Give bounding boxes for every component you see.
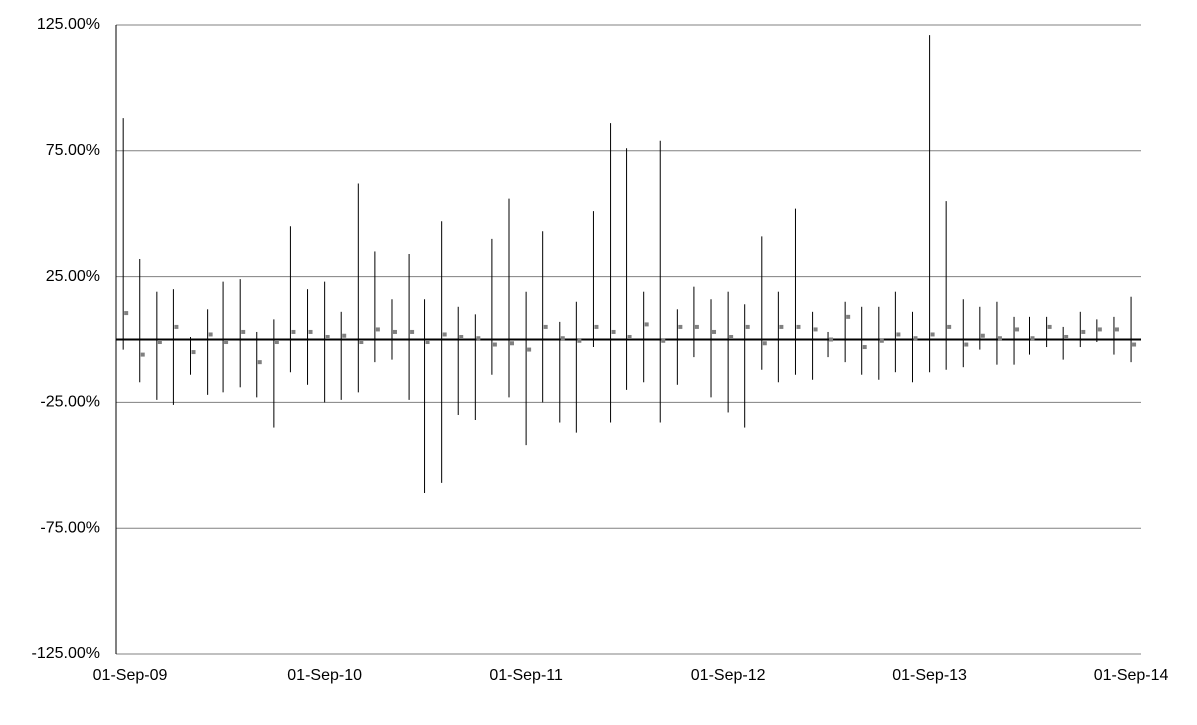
mean-marker [678, 324, 683, 329]
mean-marker [644, 322, 649, 327]
mean-marker [1114, 327, 1119, 332]
mean-marker [862, 345, 867, 350]
mean-marker [359, 340, 364, 345]
mean-marker [913, 336, 918, 341]
mean-marker [846, 314, 851, 319]
mean-marker [745, 324, 750, 329]
mean-marker [930, 332, 935, 337]
mean-marker [997, 336, 1002, 341]
mean-marker [140, 352, 145, 357]
mean-marker [1015, 327, 1020, 332]
mean-marker [661, 338, 666, 343]
mean-marker [274, 340, 279, 345]
mean-marker [241, 329, 246, 334]
mean-marker [980, 333, 985, 338]
mean-marker [611, 329, 616, 334]
mean-marker [191, 350, 196, 355]
x-tick-label: 01-Sep-14 [1094, 667, 1169, 684]
mean-marker [124, 311, 129, 316]
x-tick-label: 01-Sep-09 [93, 667, 168, 684]
mean-marker [779, 324, 784, 329]
mean-marker [459, 334, 464, 339]
mean-marker [829, 337, 834, 342]
mean-marker [964, 342, 969, 347]
mean-marker [1081, 329, 1086, 334]
mean-marker [257, 360, 262, 365]
y-tick-label: 75.00% [46, 142, 100, 159]
mean-marker [762, 341, 767, 346]
mean-marker [1132, 342, 1137, 347]
mean-marker [492, 342, 497, 347]
mean-marker [712, 329, 717, 334]
mean-marker [308, 329, 313, 334]
mean-marker [392, 329, 397, 334]
mean-marker [560, 336, 565, 341]
mean-marker [208, 332, 213, 337]
mean-marker [594, 324, 599, 329]
mean-marker [174, 324, 179, 329]
y-tick-label: 125.00% [37, 16, 100, 33]
x-tick-label: 01-Sep-13 [892, 667, 967, 684]
mean-marker [627, 334, 632, 339]
y-tick-label: -25.00% [40, 394, 100, 411]
mean-marker [813, 327, 818, 332]
mean-marker [291, 329, 296, 334]
mean-marker [577, 338, 582, 343]
mean-marker [796, 324, 801, 329]
mean-marker [1064, 334, 1069, 339]
mean-marker [1047, 324, 1052, 329]
mean-marker [410, 329, 415, 334]
mean-marker [543, 324, 548, 329]
mean-marker [476, 336, 481, 341]
mean-marker [224, 340, 229, 345]
mean-marker [527, 347, 532, 352]
y-tick-label: -75.00% [40, 519, 100, 536]
mean-marker [1030, 336, 1035, 341]
y-tick-label: 25.00% [46, 268, 100, 285]
mean-marker [1097, 327, 1102, 332]
x-tick-label: 01-Sep-12 [691, 667, 766, 684]
mean-marker [879, 338, 884, 343]
mean-marker [442, 332, 447, 337]
mean-marker [375, 327, 380, 332]
mean-marker [425, 340, 430, 345]
x-tick-label: 01-Sep-11 [489, 667, 563, 684]
x-tick-label: 01-Sep-10 [287, 667, 362, 684]
mean-marker [729, 334, 734, 339]
mean-marker [342, 333, 347, 338]
mean-marker [157, 340, 162, 345]
mean-marker [694, 324, 699, 329]
mean-marker [509, 341, 514, 346]
mean-marker [896, 332, 901, 337]
mean-marker [325, 334, 330, 339]
mean-marker [947, 324, 952, 329]
y-tick-label: -125.00% [32, 645, 101, 662]
